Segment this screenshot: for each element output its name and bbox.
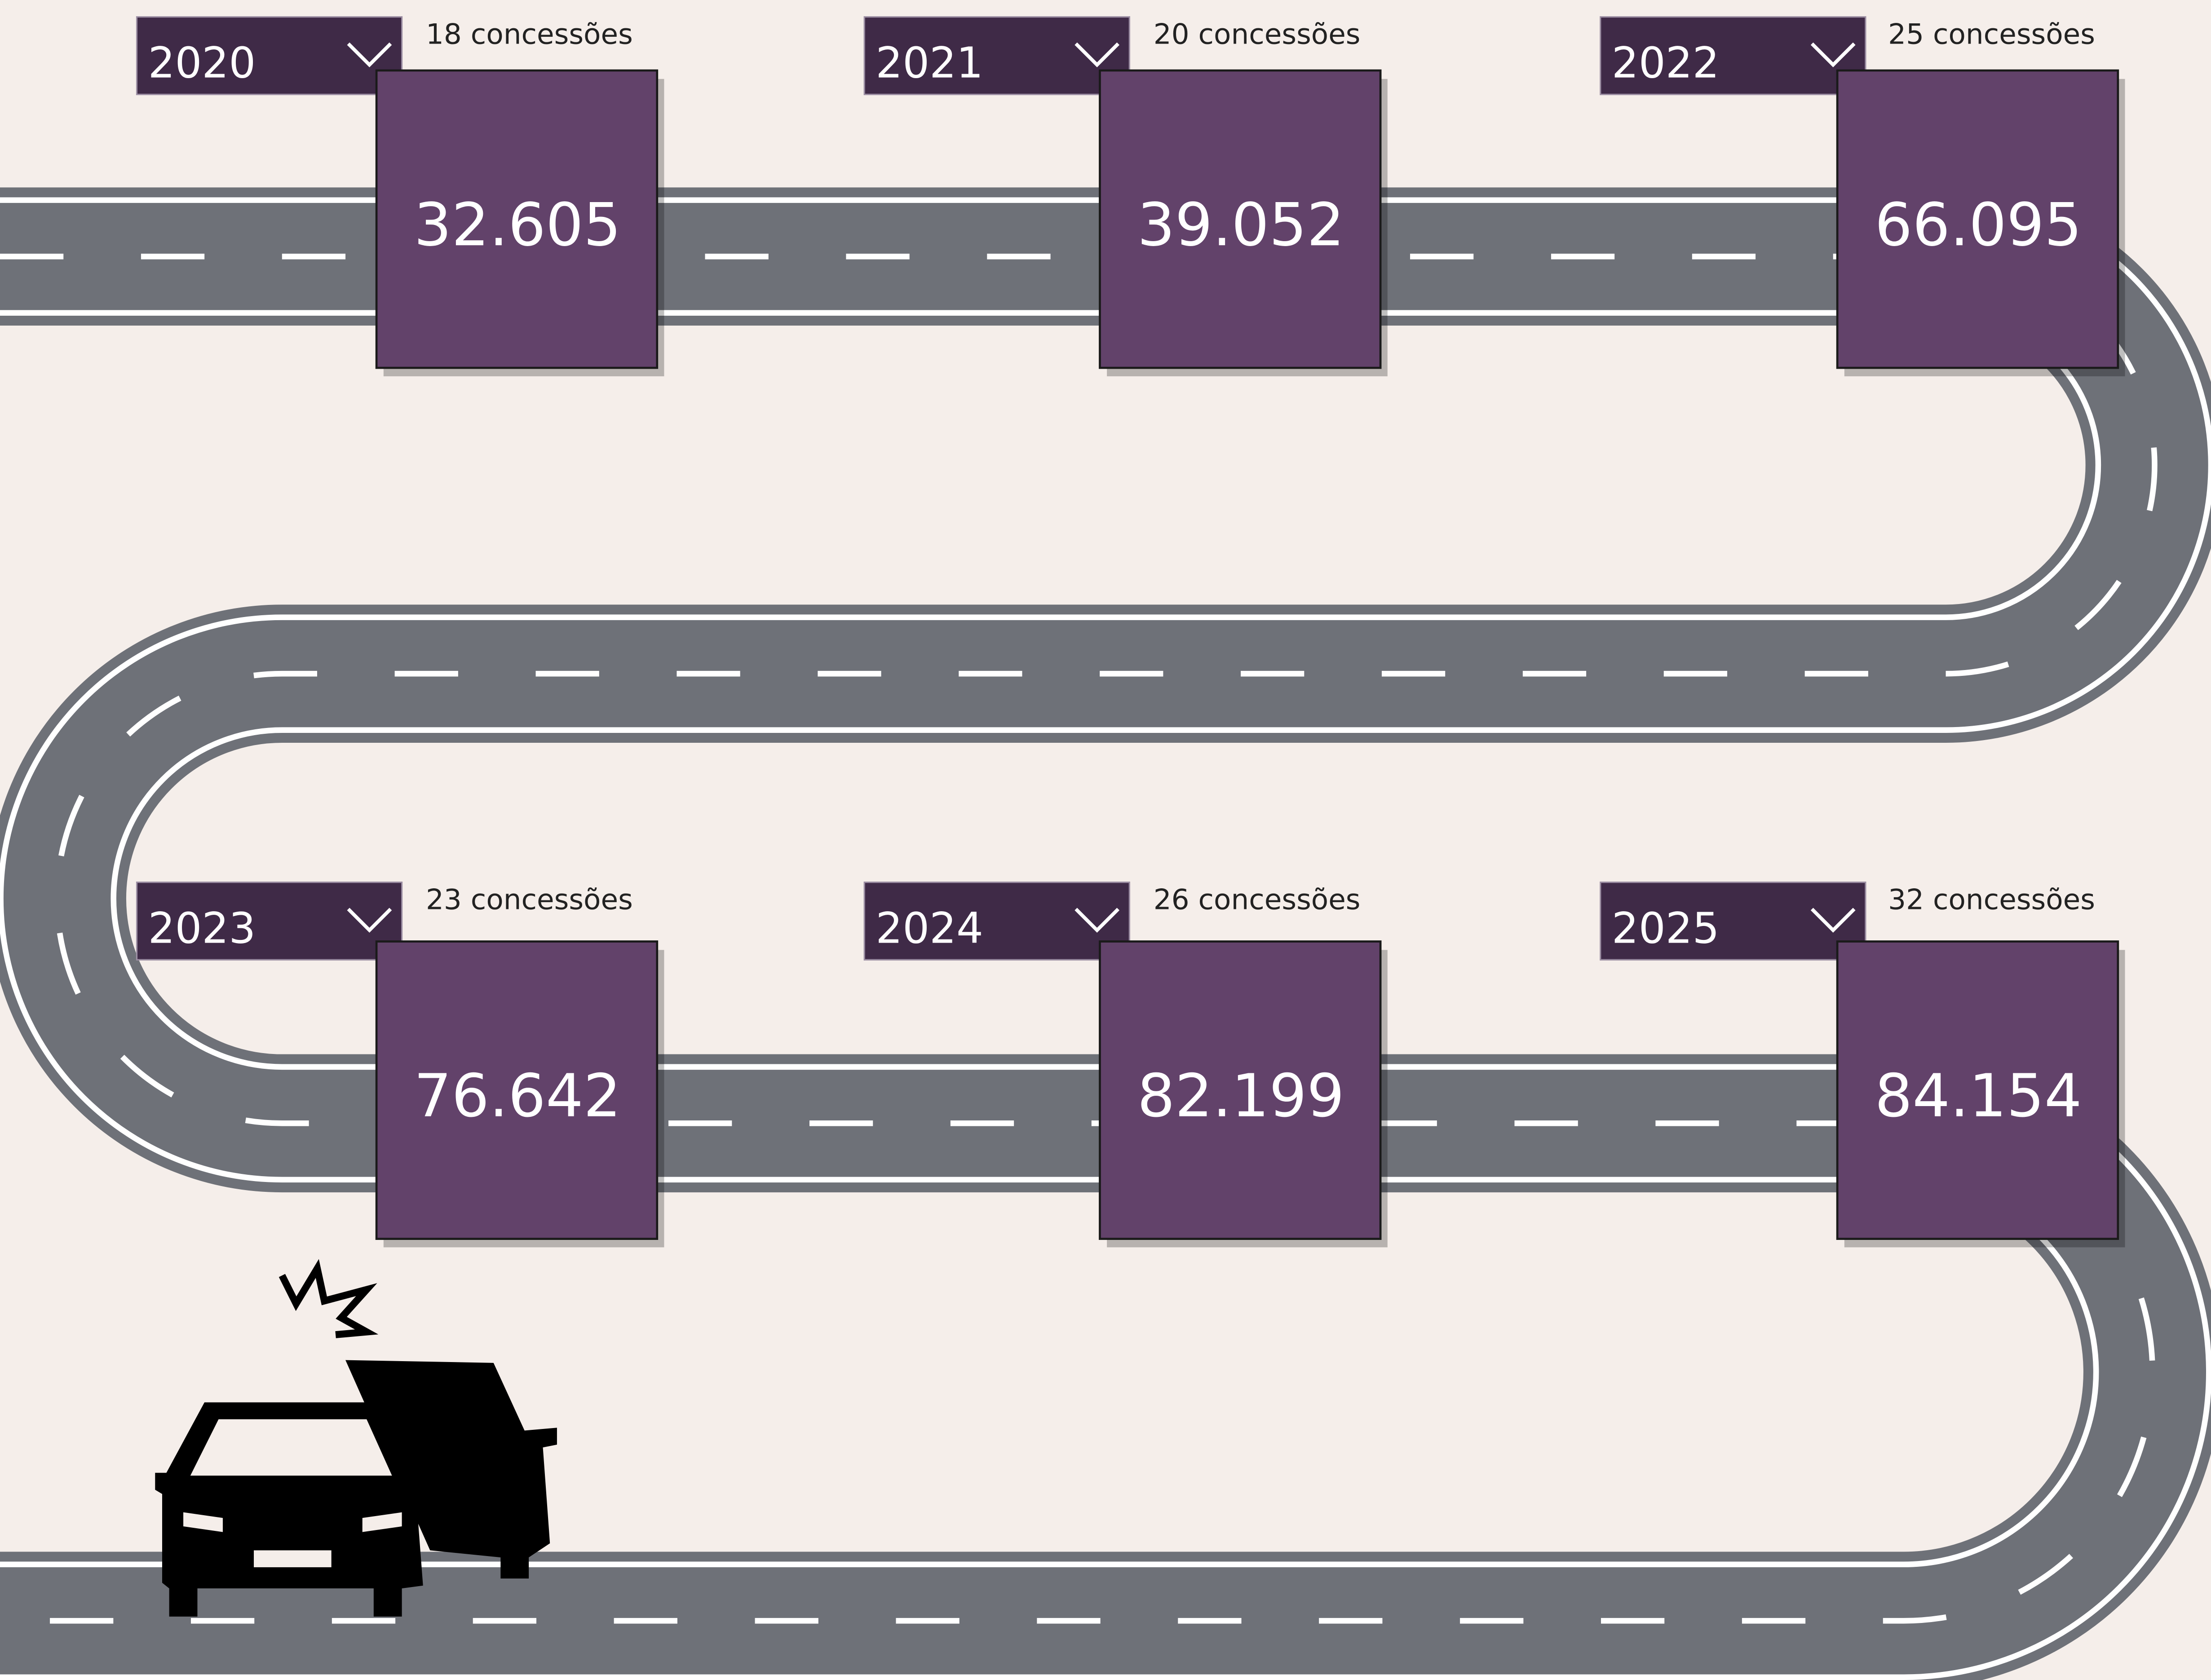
- year-slicer[interactable]: 2020: [137, 17, 402, 95]
- slicer-value: 2021: [876, 39, 983, 88]
- page: 2020 18 concessões 32.605 2021 20 concessões…: [0, 0, 2211, 1680]
- card-value: 84.154: [1875, 1062, 2082, 1131]
- card-value: 39.052: [1137, 191, 1344, 260]
- concessions-label: 23 concessões: [426, 883, 633, 916]
- year-slicer[interactable]: 2023: [137, 882, 402, 960]
- slicer-value: 2024: [876, 904, 983, 953]
- year-slicer[interactable]: 2024: [864, 882, 1129, 960]
- card-value: 76.642: [414, 1062, 621, 1131]
- concessions-label: 20 concessões: [1154, 18, 1361, 50]
- concessions-label: 18 concessões: [426, 18, 633, 50]
- year-slicer[interactable]: 2021: [864, 17, 1129, 95]
- slicer-value: 2022: [1612, 39, 1720, 88]
- dashboard: 2020 18 concessões 32.605 2021 20 concessões…: [0, 0, 2211, 1680]
- concessions-label: 26 concessões: [1154, 883, 1361, 916]
- year-slicer[interactable]: 2025: [1601, 882, 1866, 960]
- slicer-value: 2023: [148, 904, 256, 953]
- year-slicer[interactable]: 2022: [1601, 17, 1866, 95]
- slicer-value: 2025: [1612, 904, 1720, 953]
- card-value: 66.095: [1875, 191, 2082, 260]
- card-value: 32.605: [414, 191, 621, 260]
- card-value: 82.199: [1137, 1062, 1344, 1131]
- concessions-label: 32 concessões: [1888, 883, 2095, 916]
- concessions-label: 25 concessões: [1888, 18, 2095, 50]
- slicer-value: 2020: [148, 39, 256, 88]
